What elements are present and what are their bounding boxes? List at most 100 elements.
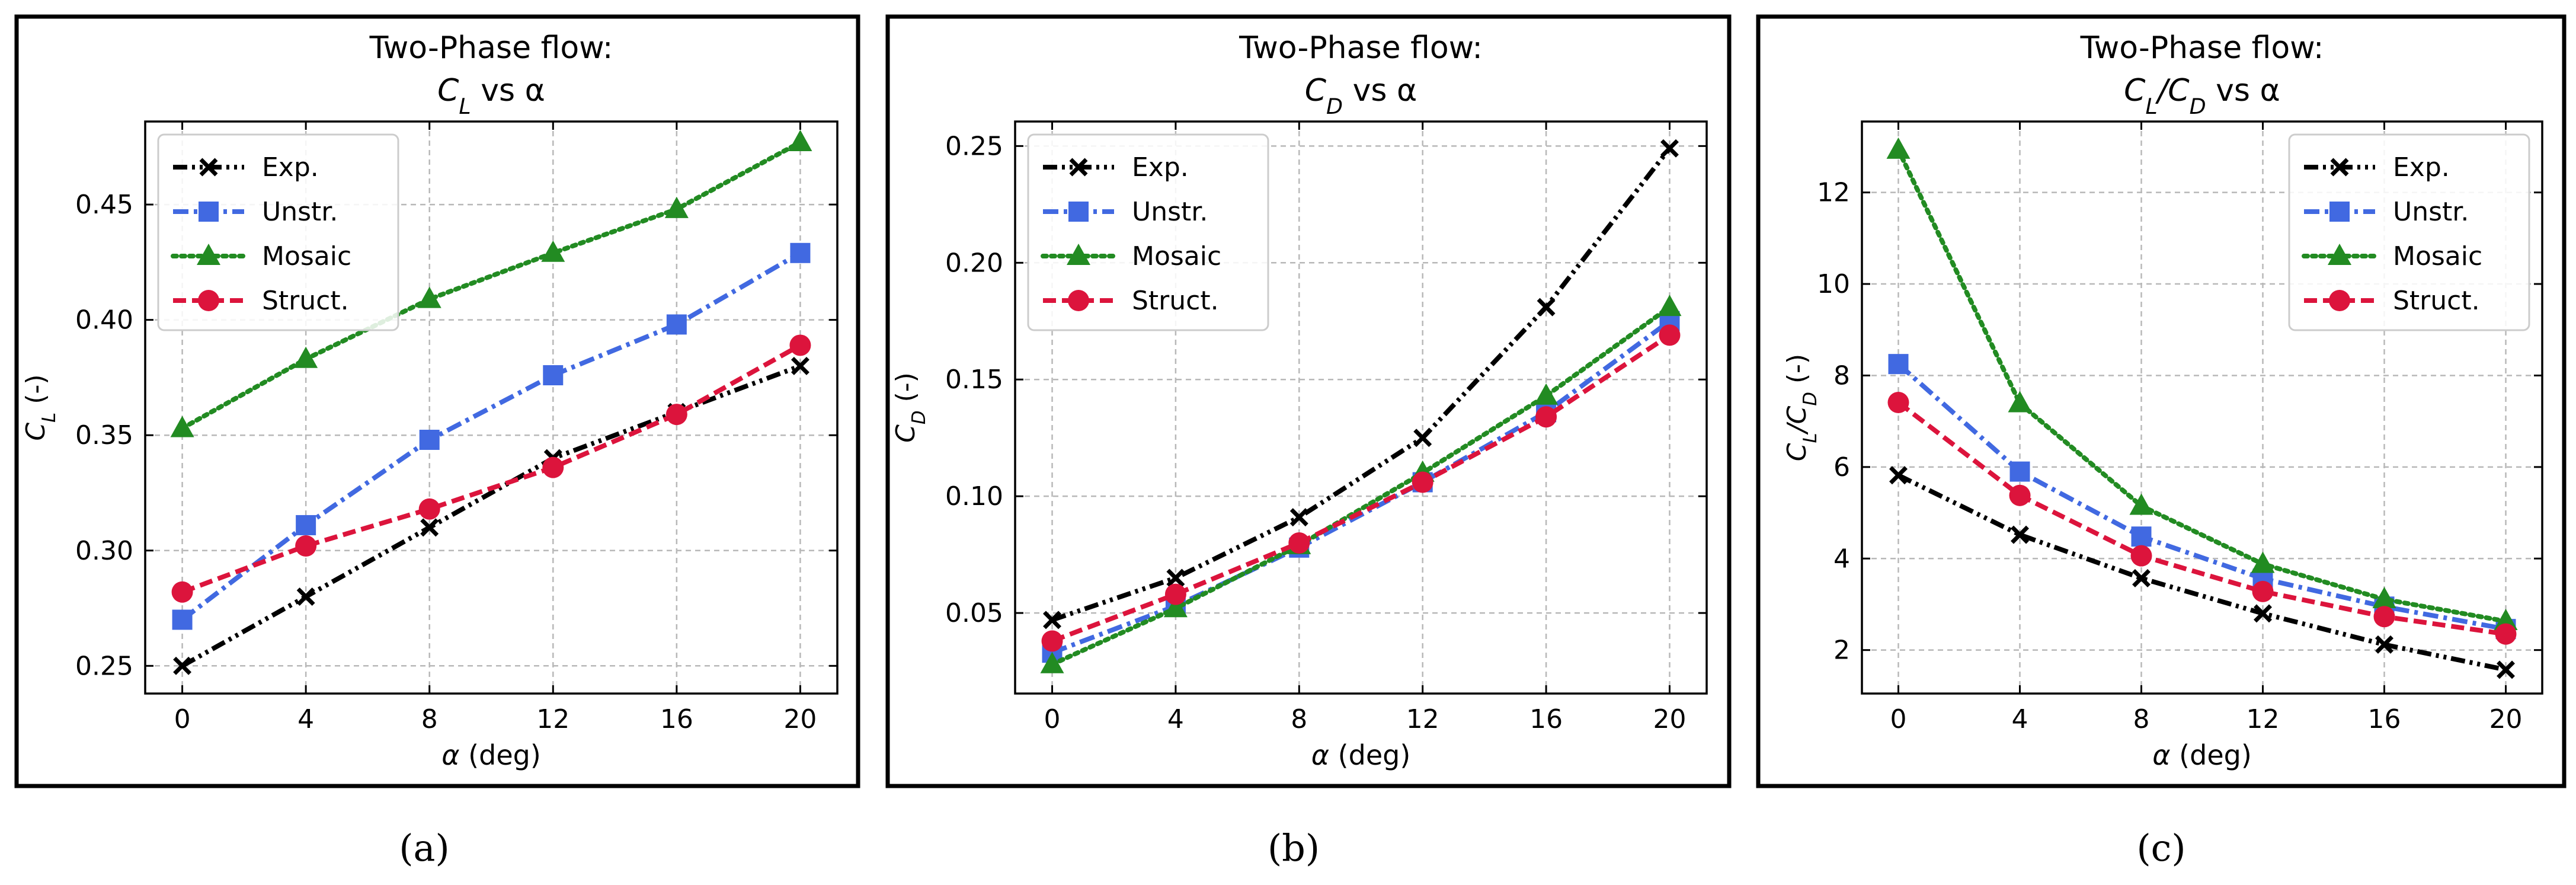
legend-label: Exp.: [2393, 152, 2450, 183]
legend-label: Unstr.: [1132, 197, 1208, 227]
data-point: [1040, 651, 1064, 673]
data-point: [789, 334, 811, 356]
panel-caption: (c): [2136, 826, 2185, 870]
data-point: [1289, 508, 1308, 527]
x-tick-label: 20: [783, 704, 817, 734]
chart-title-line1: Two-Phase flow:: [2080, 30, 2324, 66]
data-point: [1889, 466, 1908, 485]
text-span: L: [2145, 94, 2157, 119]
data-point: [542, 456, 564, 478]
series-struct: [1887, 392, 2517, 645]
legend-label: Unstr.: [2393, 197, 2469, 227]
text-span: D: [1800, 392, 1821, 406]
legend-marker: [1068, 202, 1089, 222]
x-tick-label: 4: [297, 704, 314, 734]
legend-label: Struct.: [262, 286, 349, 316]
legend-marker: [197, 244, 220, 265]
data-point: [2373, 606, 2395, 628]
text-span: C: [437, 73, 459, 108]
data-point: [1288, 532, 1310, 554]
chart-title-line1: Two-Phase flow:: [369, 30, 613, 66]
legend-entry: Exp.: [2304, 152, 2450, 183]
text-span: α: [441, 739, 459, 771]
legend-entry: Struct.: [2304, 286, 2480, 316]
text-span: vs α: [1343, 73, 1417, 108]
legend-marker: [2329, 290, 2350, 311]
data-point: [2129, 493, 2153, 515]
data-point: [1534, 383, 1559, 405]
axes-frame: [144, 120, 839, 695]
data-point: [541, 240, 565, 262]
x-tick-label: 0: [174, 704, 191, 734]
legend-marker: [2328, 244, 2351, 265]
series-exp: [1043, 139, 1679, 630]
data-point: [420, 518, 439, 537]
chart-panel-2: 0 4 8 12 16 20 0.05 0.10 0.15 0.20 0.25 Two-Phase f…: [885, 14, 1732, 788]
data-point: [1413, 429, 1432, 448]
y-tick-label: 0.15: [945, 365, 1003, 395]
legend-marker: [199, 158, 218, 177]
data-point: [1657, 295, 1682, 317]
text-span: D: [2190, 94, 2206, 119]
y-tick-label: 0.35: [75, 420, 133, 451]
data-point: [296, 587, 315, 606]
data-point: [1163, 596, 1188, 618]
data-point: [2372, 586, 2396, 608]
data-point: [2009, 484, 2031, 506]
ticks: 0 4 8 12 16 20 0.25 0.30 0.35 0.40 0.45: [75, 122, 837, 734]
x-tick-label: 0: [1044, 704, 1061, 734]
y-tick-label: 0.05: [945, 598, 1003, 628]
legend-entry: Exp.: [1043, 152, 1189, 183]
chart-title-line1: Two-Phase flow:: [1239, 30, 1483, 66]
data-point: [2009, 461, 2030, 482]
legend: Exp. Unstr. Mosaic Struct.: [157, 133, 399, 331]
y-tick-label: 0.25: [75, 651, 133, 681]
panel-frame: [14, 14, 860, 788]
data-point: [2008, 391, 2032, 413]
series-line: [1051, 333, 1671, 644]
series-mosaic: [1886, 137, 2518, 631]
text-span: L: [1800, 433, 1821, 443]
data-point: [2495, 623, 2517, 645]
text-span: vs α: [471, 73, 545, 108]
x-tick-label: 16: [1529, 704, 1563, 734]
y-tick-label: 8: [1833, 360, 1850, 391]
data-point: [419, 429, 440, 450]
data-point: [665, 404, 687, 426]
series-line: [1897, 473, 2507, 672]
series-unstr: [172, 242, 811, 630]
y-tick-label: 4: [1833, 544, 1850, 574]
data-point: [296, 515, 316, 535]
data-point: [1164, 583, 1186, 605]
chart-title-line2: CD vs α: [1305, 73, 1417, 119]
series-line: [180, 140, 803, 431]
data-point: [2130, 545, 2152, 567]
x-axis-label: α (deg): [1311, 739, 1411, 771]
x-tick-label: 20: [2489, 704, 2523, 734]
y-axis-label: CL/CD (-): [1782, 354, 1821, 461]
legend-entry: Mosaic: [1041, 241, 1221, 271]
data-point: [171, 581, 193, 603]
text-span: vs α: [2206, 73, 2280, 108]
y-tick-label: 12: [1817, 178, 1850, 208]
x-tick-label: 8: [1291, 704, 1307, 734]
series-struct: [1041, 324, 1681, 652]
legend-label: Struct.: [1132, 286, 1219, 316]
data-point: [666, 314, 687, 335]
text-span: C: [891, 424, 921, 443]
x-tick-label: 8: [2133, 704, 2150, 734]
x-tick-label: 0: [1890, 704, 1907, 734]
x-tick-label: 12: [1406, 704, 1439, 734]
series-line: [181, 343, 802, 595]
data-point: [1886, 137, 1911, 159]
legend-label: Struct.: [2393, 286, 2480, 316]
text-span: (-): [1782, 354, 1812, 392]
series-line: [1049, 305, 1672, 667]
data-point: [417, 286, 441, 308]
legend-label: Mosaic: [2393, 241, 2482, 271]
x-tick-label: 8: [421, 704, 438, 734]
data-point: [295, 535, 317, 557]
series-line: [1896, 147, 2508, 624]
